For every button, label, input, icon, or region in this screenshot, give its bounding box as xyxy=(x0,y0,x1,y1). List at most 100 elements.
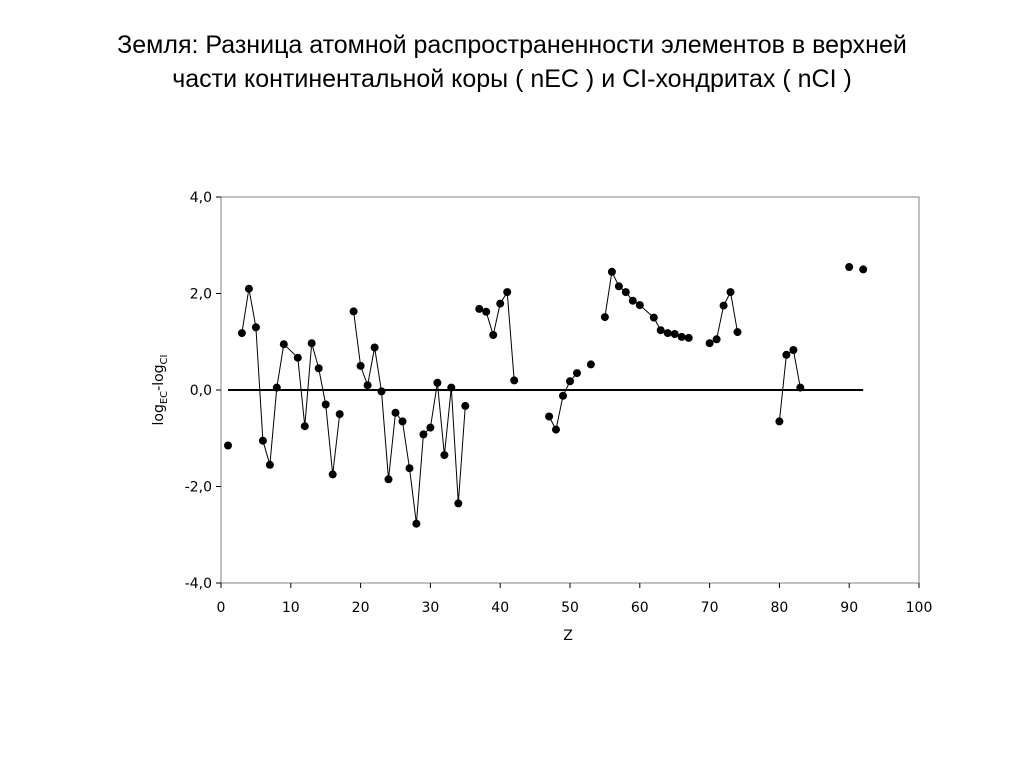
data-point xyxy=(314,364,323,373)
data-point xyxy=(677,332,686,341)
data-point xyxy=(426,423,435,432)
data-point xyxy=(552,425,560,434)
data-point xyxy=(733,328,742,337)
data-point xyxy=(607,267,616,276)
data-point xyxy=(482,307,491,316)
data-point xyxy=(719,301,728,310)
data-point xyxy=(628,296,637,305)
data-point xyxy=(461,401,470,410)
data-point xyxy=(503,288,512,297)
data-point xyxy=(454,499,463,508)
data-point xyxy=(859,265,868,274)
data-point xyxy=(775,417,784,426)
y-tick-label: 0,0 xyxy=(190,383,212,399)
data-point xyxy=(845,263,854,271)
data-point xyxy=(363,381,372,390)
data-point xyxy=(349,307,358,316)
data-point xyxy=(663,329,672,338)
data-point xyxy=(559,391,567,400)
data-point xyxy=(237,329,246,338)
data-point xyxy=(573,369,581,378)
y-axis-label-subscript: EC xyxy=(159,391,170,404)
data-point xyxy=(621,288,630,297)
data-point xyxy=(384,475,393,484)
data-point xyxy=(293,353,302,362)
data-point xyxy=(244,284,253,293)
data-point xyxy=(726,288,735,297)
data-point xyxy=(307,339,316,348)
data-point xyxy=(377,387,386,396)
data-point xyxy=(789,346,798,354)
y-axis-label-subscript: CI xyxy=(159,355,170,365)
y-axis-label-part: log xyxy=(151,404,167,425)
y-axis-label-part: -log xyxy=(151,364,167,390)
data-point xyxy=(433,378,442,387)
title-line-2: части континентальной коры ( nEC ) и CI-… xyxy=(172,65,852,93)
data-point xyxy=(321,400,330,409)
data-point xyxy=(279,340,288,349)
x-tick-label: 30 xyxy=(421,600,439,616)
x-tick-label: 20 xyxy=(352,600,370,616)
data-point xyxy=(224,441,232,450)
x-tick-label: 70 xyxy=(701,600,719,616)
data-point xyxy=(265,460,274,469)
data-point xyxy=(356,361,365,370)
data-point xyxy=(440,451,449,460)
data-point xyxy=(635,301,644,310)
data-point xyxy=(796,383,805,392)
x-tick-label: 80 xyxy=(770,600,788,616)
data-point xyxy=(684,333,693,342)
data-point xyxy=(782,350,791,359)
title-line-1: Земля: Разница атомной распространенност… xyxy=(117,31,907,59)
data-point xyxy=(335,410,344,419)
plot-area: 4,0 2,0 0,0 -2,0 -4,0 0 10 20 30 40 50 60 70 80 90 100 xyxy=(185,190,933,616)
data-point xyxy=(370,343,379,352)
y-tick-label: -2,0 xyxy=(185,480,212,496)
x-tick-label: 40 xyxy=(491,600,509,616)
data-point xyxy=(510,376,519,385)
x-tick-label: 10 xyxy=(282,600,300,616)
data-point xyxy=(405,464,414,473)
y-tick-label: 4,0 xyxy=(190,190,212,206)
data-point xyxy=(705,339,714,348)
series-line xyxy=(604,270,689,339)
y-axis-label-text: logEC-logCI xyxy=(151,355,170,426)
series-line xyxy=(709,290,738,344)
data-point xyxy=(566,377,574,386)
y-axis-label: logEC-logCI xyxy=(151,355,170,426)
data-point xyxy=(398,417,407,426)
data-point xyxy=(489,331,498,339)
x-tick-label: 50 xyxy=(561,600,579,616)
data-point xyxy=(475,304,484,313)
data-point xyxy=(614,282,623,291)
x-tick-label: 90 xyxy=(840,600,858,616)
series-line xyxy=(353,311,466,524)
x-axis-label: Z xyxy=(563,628,573,644)
series-line xyxy=(778,349,801,422)
data-point xyxy=(258,436,267,445)
data-point xyxy=(649,313,658,322)
data-point xyxy=(419,430,428,439)
data-point xyxy=(328,470,337,479)
data-point xyxy=(447,383,456,392)
data-point xyxy=(300,422,309,431)
y-tick-label: -4,0 xyxy=(185,576,212,592)
data-point xyxy=(600,313,609,322)
x-tick-label: 0 xyxy=(217,600,226,616)
y-tick-label: 2,0 xyxy=(190,287,212,303)
data-point xyxy=(272,383,281,392)
data-point xyxy=(545,412,554,421)
series-line xyxy=(241,288,341,475)
data-point xyxy=(712,335,721,344)
slide-title: Земля: Разница атомной распространенност… xyxy=(40,28,984,96)
data-point xyxy=(412,519,421,528)
data-point xyxy=(670,330,679,338)
data-point xyxy=(251,323,260,332)
data-point xyxy=(656,326,665,335)
data-point xyxy=(586,360,595,369)
x-tick-label: 60 xyxy=(631,600,649,616)
data-point xyxy=(391,408,400,417)
x-tick-label: 100 xyxy=(906,600,933,616)
